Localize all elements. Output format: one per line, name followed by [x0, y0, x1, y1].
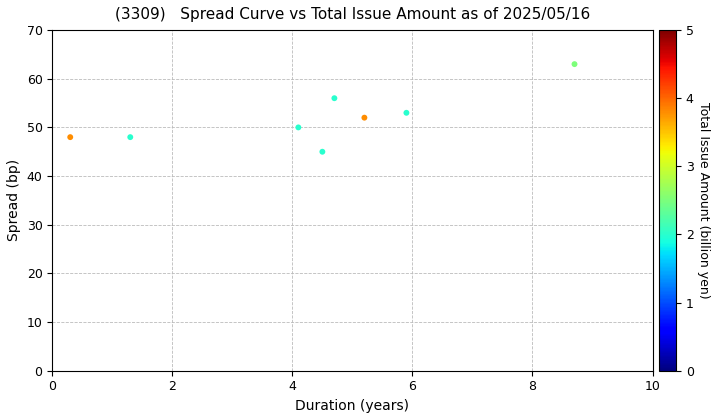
Point	[65, 134, 76, 141]
Y-axis label: Spread (bp): Spread (bp)	[7, 159, 21, 242]
Point	[125, 134, 136, 141]
Point	[359, 114, 370, 121]
Y-axis label: Total Issue Amount (billion yen): Total Issue Amount (billion yen)	[698, 102, 711, 299]
Title: (3309)   Spread Curve vs Total Issue Amount as of 2025/05/16: (3309) Spread Curve vs Total Issue Amoun…	[114, 7, 590, 22]
X-axis label: Duration (years): Duration (years)	[295, 399, 410, 413]
Point	[292, 124, 304, 131]
Point	[569, 61, 580, 68]
Point	[400, 110, 412, 116]
Point	[328, 95, 340, 102]
Point	[317, 148, 328, 155]
